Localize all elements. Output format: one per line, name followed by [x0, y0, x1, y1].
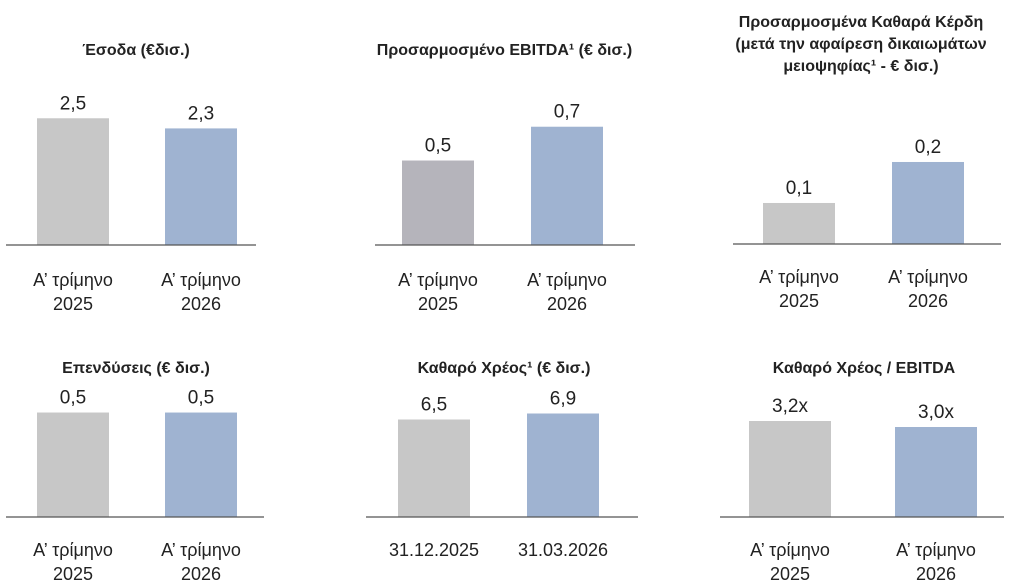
category-label: 2025: [779, 291, 819, 311]
bar-chart: 0,5 Α’ τρίμηνο 2025 0,5 Α’ τρίμηνο 2026: [6, 388, 264, 581]
data-label: 0,5: [188, 388, 214, 409]
chart-title-line: Προσαρμοσμένα Καθαρά Κέρδη: [738, 14, 984, 31]
chart-title: Προσαρμοσμένα Καθαρά Κέρδη (μετά την αφαί…: [708, 12, 1014, 78]
bar: [892, 161, 964, 244]
category-label: 2025: [53, 294, 93, 314]
category-label: Α’ τρίμηνο: [398, 270, 478, 290]
category-label: Α’ τρίμηνο: [161, 270, 241, 290]
bar: [165, 128, 237, 245]
bar-chart: 6,5 31.12.2025 6,9 31.03.2026: [366, 389, 638, 560]
bar: [165, 412, 237, 517]
data-label: 0,5: [425, 136, 451, 157]
data-label: 0,7: [554, 102, 580, 123]
category-label: Α’ τρίμηνο: [527, 270, 607, 290]
chart-title: Καθαρό Χρέος / EBITDA: [714, 358, 1014, 380]
data-label: 3,0x: [918, 402, 954, 423]
category-label: Α’ τρίμηνο: [759, 267, 839, 287]
chart-title-line: Έσοδα (€δισ.): [82, 42, 190, 59]
chart-title-line: μειοψηφίας¹ - € δισ.): [783, 58, 939, 75]
bar: [749, 421, 831, 517]
bar-chart: 3,2x Α’ τρίμηνο 2025 3,0x Α’ τρίμηνο 2026: [720, 396, 1004, 581]
category-label: 2026: [181, 564, 221, 581]
category-label: 2026: [547, 294, 587, 314]
chart-title-line: Προσαρμοσμένο EBITDA¹ (€ δισ.): [376, 42, 633, 59]
bar-chart: 0,5 Α’ τρίμηνο 2025 0,7 Α’ τρίμηνο 2026: [375, 102, 635, 314]
data-label: 0,5: [60, 388, 86, 409]
bar-chart: 0,1 Α’ τρίμηνο 2025 0,2 Α’ τρίμηνο 2026: [733, 137, 1001, 311]
data-label: 2,3: [188, 103, 214, 124]
panel-net-debt: Καθαρό Χρέος¹ (€ δισ.) 6,5 31.12.2025 6,9 3…: [366, 358, 642, 578]
category-label: Α’ τρίμηνο: [33, 270, 113, 290]
chart-title-line: Καθαρό Χρέος¹ (€ δισ.): [417, 360, 591, 377]
data-label: 2,5: [60, 93, 86, 114]
category-label: Α’ τρίμηνο: [750, 540, 830, 560]
chart-title-line: Καθαρό Χρέος / EBITDA: [772, 360, 956, 377]
category-label: Α’ τρίμηνο: [888, 267, 968, 287]
category-label: 2026: [908, 291, 948, 311]
category-label: 2026: [181, 294, 221, 314]
bar: [527, 413, 599, 517]
category-label: 31.03.2026: [518, 540, 608, 560]
category-label: 2025: [53, 564, 93, 581]
bar: [37, 118, 109, 245]
bar: [531, 126, 603, 245]
data-label: 3,2x: [772, 396, 808, 417]
data-label: 0,2: [915, 137, 941, 158]
bar: [37, 412, 109, 517]
panel-revenue: Έσοδα (€δισ.) 2,5 Α’ τρίμηνο 2025 2,3 Α’ τρί…: [6, 40, 266, 314]
data-label: 6,9: [550, 389, 576, 410]
panel-net-debt-to-ebitda: Καθαρό Χρέος / EBITDA 3,2x Α’ τρίμηνο 2025…: [714, 358, 1014, 581]
category-label: 2026: [916, 564, 956, 581]
panel-adjusted-ebitda: Προσαρμοσμένο EBITDA¹ (€ δισ.) 0,5 Α’ τρί…: [357, 40, 652, 314]
panel-adjusted-net-profit: Προσαρμοσμένα Καθαρά Κέρδη (μετά την αφαί…: [708, 12, 1014, 311]
category-label: Α’ τρίμηνο: [896, 540, 976, 560]
chart-title: Προσαρμοσμένο EBITDA¹ (€ δισ.): [357, 40, 652, 62]
category-label: 2025: [418, 294, 458, 314]
bar: [398, 419, 470, 517]
panel-investments: Επενδύσεις (€ δισ.) 0,5 Α’ τρίμηνο 2025 0,5…: [6, 358, 266, 581]
category-label: 31.12.2025: [389, 540, 479, 560]
bar: [895, 427, 977, 517]
category-label: Α’ τρίμηνο: [161, 540, 241, 560]
category-label: Α’ τρίμηνο: [33, 540, 113, 560]
chart-title: Έσοδα (€δισ.): [6, 40, 266, 62]
chart-title-line: (μετά την αφαίρεση δικαιωμάτων: [735, 36, 987, 53]
bar-chart: 2,5 Α’ τρίμηνο 2025 2,3 Α’ τρίμηνο 2026: [6, 93, 256, 314]
chart-title: Καθαρό Χρέος¹ (€ δισ.): [366, 358, 642, 380]
data-label: 0,1: [786, 178, 812, 199]
category-label: 2025: [770, 564, 810, 581]
data-label: 6,5: [421, 395, 447, 416]
chart-title-line: Επενδύσεις (€ δισ.): [62, 360, 210, 377]
chart-title: Επενδύσεις (€ δισ.): [6, 358, 266, 380]
bar: [402, 160, 474, 245]
bar: [763, 202, 835, 244]
